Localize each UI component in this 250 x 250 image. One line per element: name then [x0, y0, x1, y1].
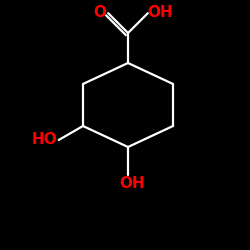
Text: OH: OH: [119, 176, 145, 192]
Text: O: O: [94, 5, 107, 20]
Text: OH: OH: [147, 5, 173, 20]
Text: HO: HO: [32, 132, 58, 148]
